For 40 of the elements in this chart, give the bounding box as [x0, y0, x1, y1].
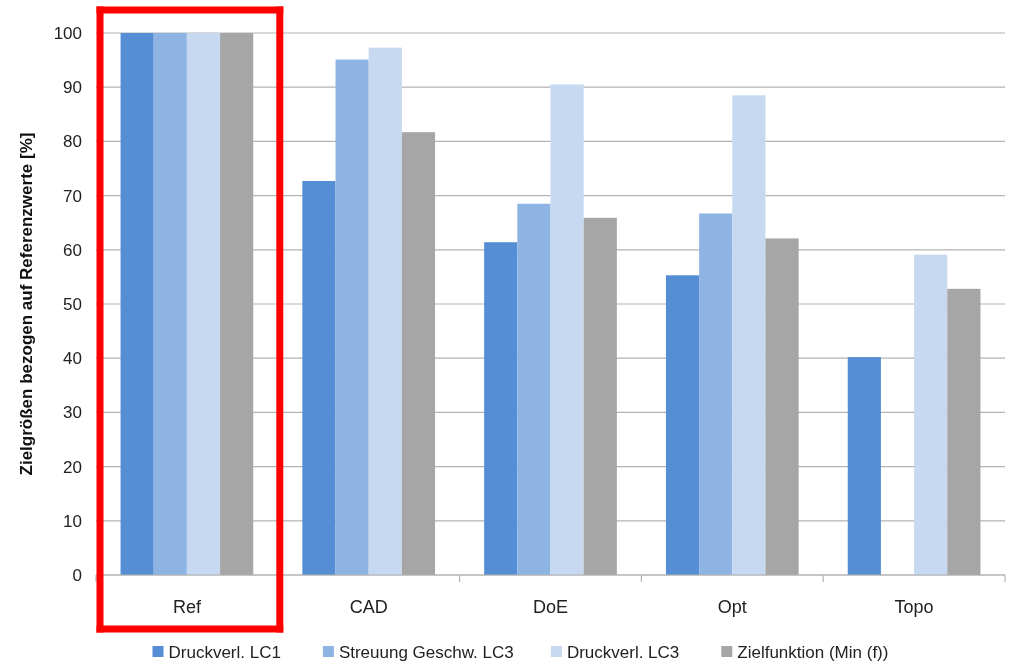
bar — [335, 59, 369, 575]
bar — [401, 132, 436, 575]
x-tick-label: Opt — [717, 597, 747, 617]
bar — [665, 275, 700, 575]
bar — [517, 203, 551, 575]
y-tick-label: 90 — [63, 78, 82, 98]
legend-label: Druckverl. LC3 — [566, 642, 680, 662]
y-axis-title: Zielgrößen bezogen auf Referenzwerte [%] — [17, 132, 36, 476]
legend-label: Streuung Geschw. LC3 — [338, 642, 514, 662]
legend-label: Druckverl. LC1 — [168, 642, 281, 662]
bar — [368, 47, 402, 575]
bar — [914, 254, 948, 575]
y-tick-label: 100 — [53, 23, 82, 43]
bar — [186, 33, 221, 575]
y-tick-label: 0 — [72, 565, 82, 585]
bar — [120, 33, 154, 575]
x-tick-label: CAD — [349, 597, 388, 617]
x-tick-label: Topo — [894, 597, 934, 617]
bar — [699, 213, 733, 575]
bar — [847, 357, 881, 575]
bar — [220, 33, 254, 575]
bar — [947, 288, 981, 575]
bar — [302, 180, 336, 575]
x-tick-label: Ref — [172, 597, 202, 617]
y-tick-label: 80 — [63, 132, 82, 152]
legend-label: Zielfunktion (Min (f)) — [737, 642, 889, 662]
y-tick-label: 10 — [63, 511, 82, 531]
bar — [765, 238, 799, 575]
y-tick-label: 70 — [63, 186, 82, 206]
y-tick-label: 40 — [63, 349, 82, 369]
bar — [583, 217, 617, 575]
y-tick-label: 50 — [63, 294, 82, 314]
bar — [732, 95, 766, 575]
y-tick-label: 20 — [63, 457, 82, 477]
bar — [550, 84, 584, 575]
y-tick-label: 30 — [63, 403, 82, 423]
bar — [484, 242, 518, 575]
x-tick-label: DoE — [532, 597, 569, 617]
bar — [153, 33, 187, 575]
y-tick-label: 60 — [63, 240, 82, 260]
